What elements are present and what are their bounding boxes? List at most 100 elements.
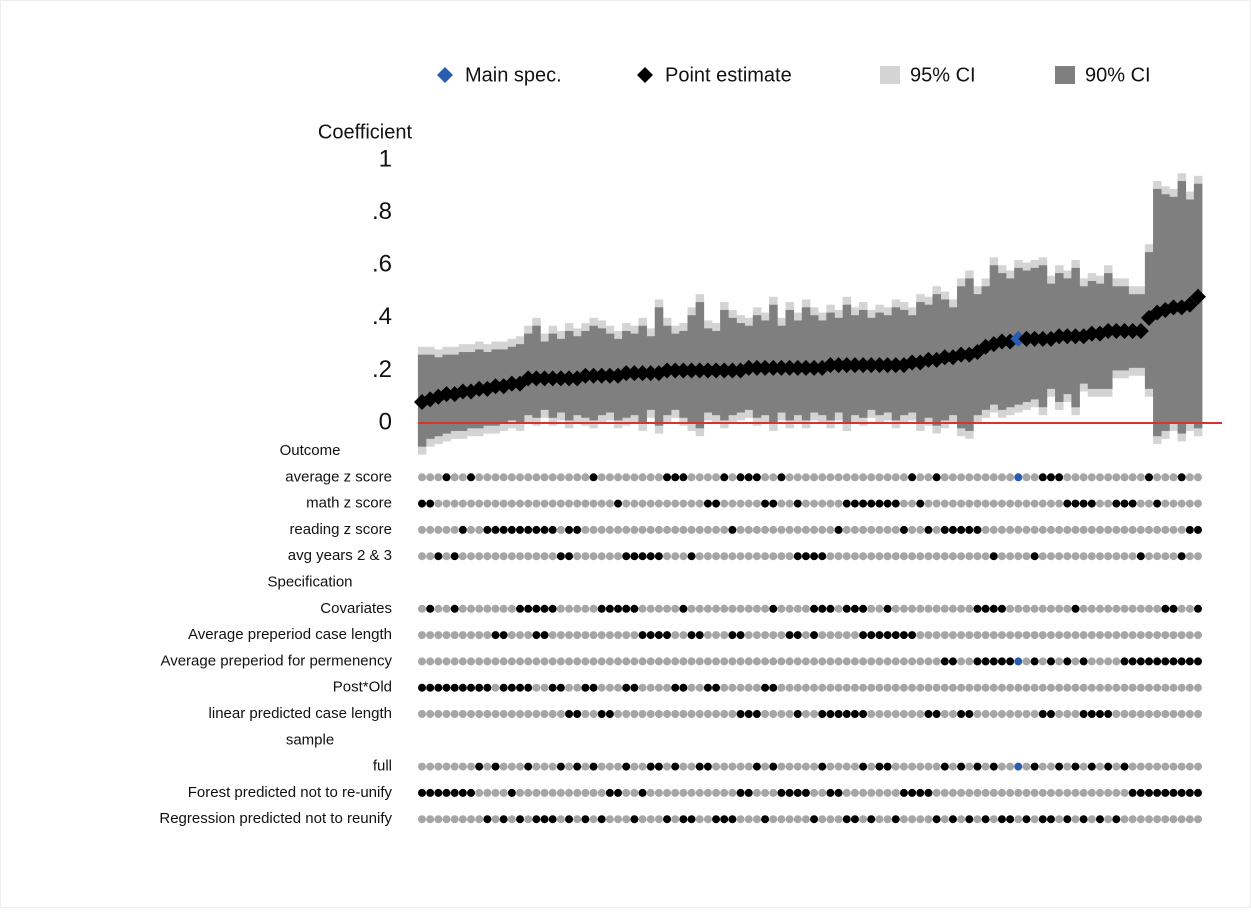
indicator-dot bbox=[728, 657, 737, 666]
indicator-dot bbox=[532, 631, 541, 640]
indicator-dot bbox=[630, 657, 639, 666]
point-estimate bbox=[1165, 299, 1182, 316]
indicator-dot bbox=[671, 525, 680, 534]
indicator-dot bbox=[540, 683, 549, 692]
indicator-dot bbox=[752, 710, 761, 718]
indicator-dot bbox=[483, 657, 492, 666]
indicator-dot bbox=[891, 552, 900, 561]
indicator-dot bbox=[867, 525, 876, 534]
indicator-dot bbox=[1038, 762, 1047, 771]
indicator-dot bbox=[752, 762, 761, 771]
indicator-dot bbox=[605, 815, 614, 824]
indicator-dot bbox=[850, 815, 859, 824]
indicator-dot bbox=[622, 631, 631, 640]
indicator-dot bbox=[426, 762, 435, 771]
indicator-dot bbox=[507, 473, 516, 482]
indicator-dot bbox=[475, 525, 484, 534]
indicator-dot bbox=[769, 499, 778, 508]
indicator-dot bbox=[712, 473, 721, 482]
indicator-dot bbox=[810, 525, 819, 534]
indicator-dot bbox=[1161, 762, 1170, 771]
indicator-dot bbox=[687, 815, 696, 824]
indicator-dot bbox=[1095, 788, 1104, 797]
indicator-dot bbox=[744, 525, 753, 534]
indicator-dot bbox=[483, 525, 492, 534]
indicator-dot bbox=[565, 473, 574, 482]
indicator-dot bbox=[1136, 657, 1145, 666]
indicator-dot bbox=[589, 710, 598, 718]
indicator-dot bbox=[1169, 762, 1178, 771]
indicator-dot bbox=[1104, 788, 1113, 797]
indicator-dot bbox=[1153, 499, 1162, 508]
indicator-dot bbox=[957, 657, 966, 666]
indicator-dot bbox=[1095, 815, 1104, 824]
indicator-dot bbox=[483, 473, 492, 482]
indicator-dot bbox=[736, 499, 745, 508]
indicator-dot bbox=[1038, 473, 1047, 482]
point-estimate bbox=[659, 362, 676, 379]
indicator-dot bbox=[965, 473, 974, 482]
indicator-dot bbox=[434, 604, 443, 613]
indicator-dot bbox=[687, 499, 696, 508]
indicator-dot bbox=[793, 710, 802, 718]
indicator-dot bbox=[1153, 631, 1162, 640]
indicator-dot bbox=[556, 762, 565, 771]
indicator-dot bbox=[834, 788, 843, 797]
indicator-dot bbox=[810, 499, 819, 508]
indicator-dot bbox=[728, 815, 737, 824]
indicator-dot bbox=[1038, 525, 1047, 534]
indicator-dot bbox=[1079, 552, 1088, 561]
indicator-dot bbox=[989, 473, 998, 482]
indicator-dot bbox=[973, 657, 982, 666]
indicator-dot bbox=[1046, 473, 1055, 482]
indicator-dot bbox=[418, 552, 426, 561]
indicator-dot bbox=[810, 604, 819, 613]
indicator-dot bbox=[826, 657, 835, 666]
indicator-dot bbox=[875, 762, 884, 771]
indicator-dot bbox=[924, 683, 933, 692]
indicator-dot bbox=[989, 683, 998, 692]
point-estimate bbox=[871, 357, 888, 374]
indicator-dot bbox=[1169, 499, 1178, 508]
indicator-dot bbox=[752, 631, 761, 640]
indicator-dot bbox=[434, 552, 443, 561]
point-estimate bbox=[806, 359, 823, 376]
indicator-dot bbox=[475, 657, 484, 666]
indicator-dot bbox=[573, 631, 582, 640]
indicator-dot bbox=[785, 762, 794, 771]
indicator-dot bbox=[997, 788, 1006, 797]
indicator-dot bbox=[1063, 473, 1072, 482]
indicator-dot bbox=[1022, 552, 1031, 561]
indicator-dot bbox=[1177, 473, 1186, 482]
indicator-dot bbox=[418, 604, 426, 613]
indicator-dot bbox=[761, 710, 770, 718]
indicator-dot bbox=[475, 710, 484, 718]
indicator-dot bbox=[720, 788, 729, 797]
indicator-dot bbox=[622, 683, 631, 692]
indicator-dot bbox=[932, 552, 941, 561]
legend-marker bbox=[1055, 66, 1075, 84]
indicator-dot bbox=[516, 762, 525, 771]
indicator-dot bbox=[1079, 683, 1088, 692]
indicator-dot bbox=[434, 683, 443, 692]
indicator-dot bbox=[1177, 525, 1186, 534]
indicator-dot bbox=[1063, 499, 1072, 508]
indicator-dot bbox=[785, 525, 794, 534]
indicator-dot bbox=[850, 604, 859, 613]
indicator-dot bbox=[1104, 473, 1113, 482]
indicator-dot bbox=[948, 815, 957, 824]
indicator-dot bbox=[744, 683, 753, 692]
indicator-dot bbox=[507, 762, 516, 771]
indicator-dot bbox=[810, 710, 819, 718]
indicator-dot bbox=[540, 710, 549, 718]
indicator-dot bbox=[679, 815, 688, 824]
indicator-dot bbox=[1120, 631, 1129, 640]
indicator-dot bbox=[785, 499, 794, 508]
indicator-dot bbox=[638, 815, 647, 824]
indicator-dot bbox=[908, 631, 917, 640]
indicator-dot bbox=[1169, 815, 1178, 824]
indicator-dot bbox=[1014, 631, 1023, 640]
indicator-dot bbox=[989, 604, 998, 613]
indicator-dot bbox=[499, 525, 508, 534]
indicator-dot bbox=[614, 710, 623, 718]
